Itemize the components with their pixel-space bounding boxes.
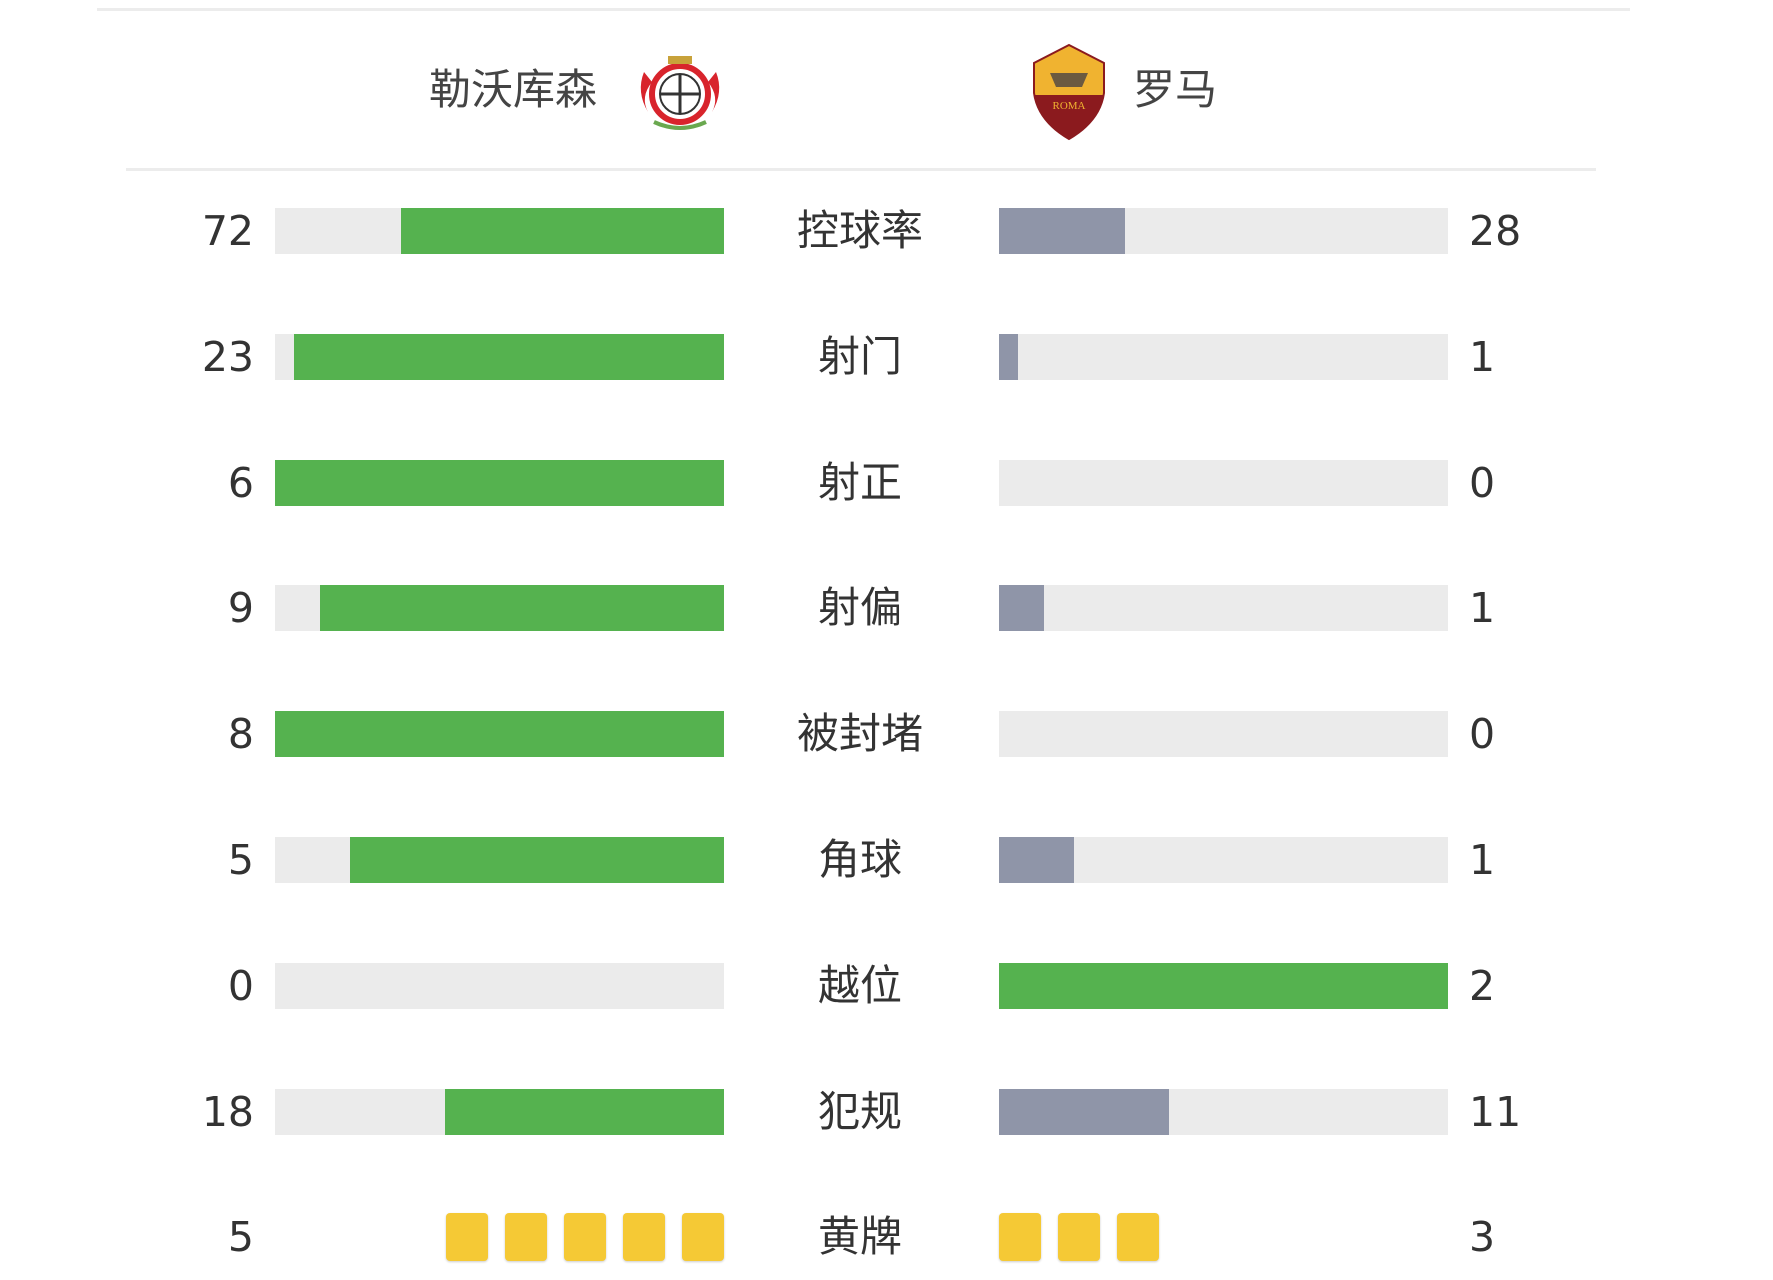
- stat-label: 角球: [817, 835, 902, 884]
- home-stat-value: 23: [201, 332, 254, 381]
- yellow-card-icon: [1117, 1213, 1159, 1262]
- away-stat-bar: [999, 1088, 1448, 1135]
- home-stat-bar: [275, 585, 724, 632]
- away-stat-bar: [999, 837, 1448, 883]
- away-stat-value: 11: [1469, 1087, 1522, 1136]
- away-team-name: 罗马: [1133, 65, 1218, 114]
- stat-label: 射正: [817, 457, 902, 507]
- home-yellow-cards: 5: [227, 1213, 254, 1262]
- away-stat-value: 28: [1469, 207, 1522, 255]
- yellow-card-icon: [564, 1213, 606, 1262]
- top-divider: [97, 8, 1630, 11]
- home-stat-bar-fill: [275, 711, 724, 758]
- yellow-card-icon: [999, 1213, 1041, 1262]
- home-stat-value: 9: [227, 584, 254, 633]
- away-stat-value: 1: [1469, 584, 1496, 633]
- home-stat-bar: [275, 711, 724, 758]
- stat-label: 被封堵: [796, 709, 923, 759]
- stat-row: 72 控球率 28: [0, 201, 1773, 261]
- home-stat-bar: [275, 459, 724, 506]
- yellow-card-icon: [505, 1213, 547, 1262]
- header-divider: [126, 168, 1596, 171]
- home-stat-bar-fill: [349, 837, 724, 883]
- away-stat-bar-fill: [999, 837, 1074, 883]
- away-yellow-card-list: [999, 1213, 1448, 1262]
- stat-row: 8 被封堵 0: [0, 704, 1773, 764]
- home-stat-bar: [275, 208, 724, 254]
- stat-label: 犯规: [817, 1086, 902, 1136]
- home-stat-bar-fill: [293, 333, 724, 380]
- home-stat-value: 72: [201, 207, 254, 255]
- home-stat-value: 6: [227, 458, 254, 507]
- away-stat-bar-fill: [999, 208, 1125, 254]
- home-stat-value: 8: [227, 710, 254, 759]
- away-stat-bar: [999, 585, 1448, 632]
- home-team-name: 勒沃库森: [429, 65, 598, 114]
- away-stat-bar-fill: [999, 1088, 1170, 1135]
- home-stat-value: 5: [227, 836, 254, 884]
- stat-row: 18 犯规 11: [0, 1082, 1773, 1142]
- away-stat-bar: [999, 459, 1448, 506]
- stat-row: 0 越位 2: [0, 956, 1773, 1016]
- away-stat-bar: [999, 208, 1448, 254]
- stat-label: 射门: [817, 331, 902, 381]
- yellow-card-icon: [446, 1213, 488, 1262]
- svg-text:ROMA: ROMA: [1052, 100, 1085, 112]
- home-stat-bar-fill: [445, 1088, 724, 1135]
- stat-label: 黄牌: [817, 1212, 902, 1262]
- home-stat-value: 18: [201, 1087, 254, 1136]
- away-stat-value: 2: [1469, 961, 1496, 1010]
- away-stat-bar: [999, 333, 1448, 380]
- yellow-card-icon: [623, 1213, 665, 1262]
- stat-row: 23 射门 1: [0, 327, 1773, 387]
- bayer-leverkusen-logo: [640, 56, 720, 130]
- home-stat-bar: [275, 1088, 724, 1135]
- away-stat-bar-fill: [999, 333, 1018, 380]
- home-yellow-card-list: [275, 1213, 724, 1262]
- home-stat-bar: [275, 333, 724, 380]
- stat-label: 越位: [817, 960, 902, 1010]
- away-stat-value: 1: [1469, 836, 1496, 884]
- away-stat-bar-fill: [999, 585, 1044, 632]
- stat-label: 射偏: [817, 583, 902, 633]
- away-stat-bar: [999, 711, 1448, 758]
- yellow-cards-row: 5 黄牌 3: [0, 1207, 1773, 1267]
- home-stat-bar-fill: [400, 208, 724, 254]
- yellow-card-icon: [1058, 1213, 1100, 1262]
- home-stat-bar-fill: [319, 585, 724, 632]
- yellow-card-icon: [682, 1213, 724, 1262]
- away-yellow-cards: 3: [1469, 1213, 1496, 1262]
- home-stat-value: 0: [227, 961, 254, 1010]
- home-stat-bar: [275, 837, 724, 883]
- stat-row: 5 角球 1: [0, 830, 1773, 890]
- home-stat-bar-fill: [275, 459, 724, 506]
- away-stat-value: 0: [1469, 710, 1496, 759]
- stat-row: 9 射偏 1: [0, 578, 1773, 638]
- as-roma-logo: ROMA: [1033, 43, 1105, 141]
- away-stat-value: 0: [1469, 458, 1496, 507]
- home-stat-bar: [275, 962, 724, 1009]
- stat-label: 控球率: [796, 206, 923, 255]
- away-stat-bar: [999, 962, 1448, 1009]
- away-stat-bar-fill: [999, 962, 1448, 1009]
- stat-row: 6 射正 0: [0, 453, 1773, 513]
- away-stat-value: 1: [1469, 332, 1496, 381]
